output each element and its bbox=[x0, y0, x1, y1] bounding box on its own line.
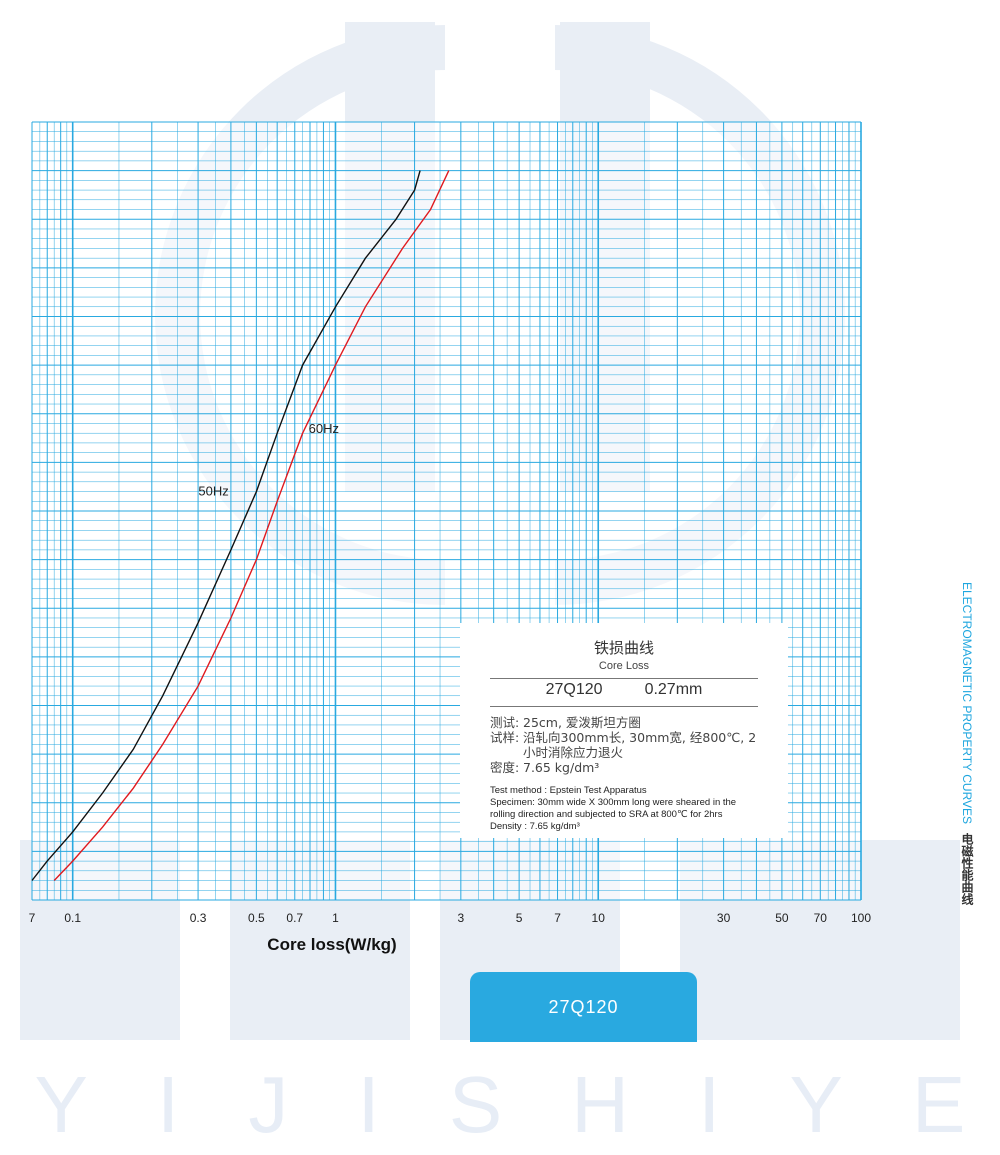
x-tick-label: 7 bbox=[554, 911, 561, 925]
legend-divider bbox=[490, 706, 758, 707]
x-tick-label: 50 bbox=[775, 911, 789, 925]
x-tick-label: 0.7 bbox=[286, 911, 303, 925]
legend-en-specimen: Specimen: 30mm wide X 300mm long were sh… bbox=[490, 797, 737, 820]
x-tick-label: 100 bbox=[851, 911, 871, 925]
legend-row-label: 密度: bbox=[490, 760, 520, 775]
chart-curves: 50Hz 60Hz bbox=[31, 170, 450, 881]
watermark-letter: J bbox=[248, 1060, 289, 1149]
x-tick-label: 30 bbox=[717, 911, 731, 925]
series-line-60hz bbox=[53, 170, 450, 881]
legend-cn-rows: 测试: 25cm, 爱泼斯坦方圈 试样: 沿轧向300mm长, 30mm宽, 经… bbox=[490, 715, 758, 775]
watermark-letter: S bbox=[448, 1060, 503, 1149]
legend-en-test-method: Test method : Epstein Test Apparatus bbox=[490, 785, 647, 796]
legend-grade-row: 27Q120 0.27mm bbox=[490, 679, 758, 700]
watermark-letter: Y bbox=[34, 1060, 88, 1149]
legend-row-text: 7.65 kg/dm³ bbox=[523, 760, 600, 775]
x-axis-label: Core loss(W/kg) bbox=[267, 935, 396, 954]
x-tick-label: 70 bbox=[814, 911, 828, 925]
series-label: 60Hz bbox=[309, 421, 339, 436]
side-title-en: ELECTROMAGNETIC PROPERTY CURVES bbox=[960, 582, 974, 825]
x-tick-label: 0.3 bbox=[190, 911, 207, 925]
side-title-cn: 电磁性能曲线 bbox=[960, 833, 974, 906]
legend-row-text: 沿轧向300mm长, 30mm宽, 经800℃, 2小时消除应力退火 bbox=[523, 730, 757, 760]
legend-row-test: 测试: 25cm, 爱泼斯坦方圈 bbox=[490, 715, 758, 730]
side-title: ELECTROMAGNETIC PROPERTY CURVES 电磁性能曲线 bbox=[958, 582, 976, 905]
x-axis-ticks: 7 0.1 0.3 0.5 0.7 1 3 5 7 10 30 50 70 100 bbox=[29, 911, 872, 925]
series-line-50hz bbox=[31, 170, 421, 881]
watermark-letter: I bbox=[698, 1060, 721, 1149]
legend-row-label: 试样: bbox=[490, 730, 520, 745]
watermark-letter: I bbox=[357, 1060, 380, 1149]
legend-row-density: 密度: 7.65 kg/dm³ bbox=[490, 760, 758, 775]
legend-title-en: Core Loss bbox=[598, 660, 650, 672]
watermark-letter: H bbox=[571, 1060, 630, 1149]
x-tick-label: 0.1 bbox=[64, 911, 81, 925]
watermark-letter: E bbox=[911, 1060, 966, 1149]
legend-row-text: 25cm, 爱泼斯坦方圈 bbox=[523, 715, 641, 730]
grade-button[interactable]: 27Q120 bbox=[470, 972, 697, 1042]
x-tick-label: 10 bbox=[592, 911, 606, 925]
legend-divider bbox=[490, 678, 758, 679]
legend-title-cn: 铁损曲线 bbox=[593, 639, 654, 657]
legend-row-label: 测试: bbox=[490, 715, 520, 730]
x-tick-label: 7 bbox=[29, 911, 36, 925]
legend-thickness: 0.27mm bbox=[644, 681, 703, 698]
x-tick-label: 1 bbox=[332, 911, 339, 925]
legend-en-rows: Test method : Epstein Test Apparatus Spe… bbox=[490, 785, 758, 833]
series-label: 50Hz bbox=[198, 484, 228, 499]
watermark-letter: Y bbox=[789, 1060, 843, 1149]
x-tick-label: 0.5 bbox=[248, 911, 265, 925]
legend-row-specimen: 试样: 沿轧向300mm长, 30mm宽, 经800℃, 2小时消除应力退火 bbox=[490, 730, 758, 760]
legend-grade: 27Q120 bbox=[545, 681, 603, 698]
watermark-letter: I bbox=[157, 1060, 180, 1149]
legend-box: 铁损曲线 Core Loss 27Q120 0.27mm 测试: 25cm, 爱… bbox=[460, 623, 788, 838]
x-tick-label: 3 bbox=[457, 911, 464, 925]
x-tick-label: 5 bbox=[516, 911, 523, 925]
legend-en-density: Density : 7.65 kg/dm³ bbox=[490, 821, 580, 832]
